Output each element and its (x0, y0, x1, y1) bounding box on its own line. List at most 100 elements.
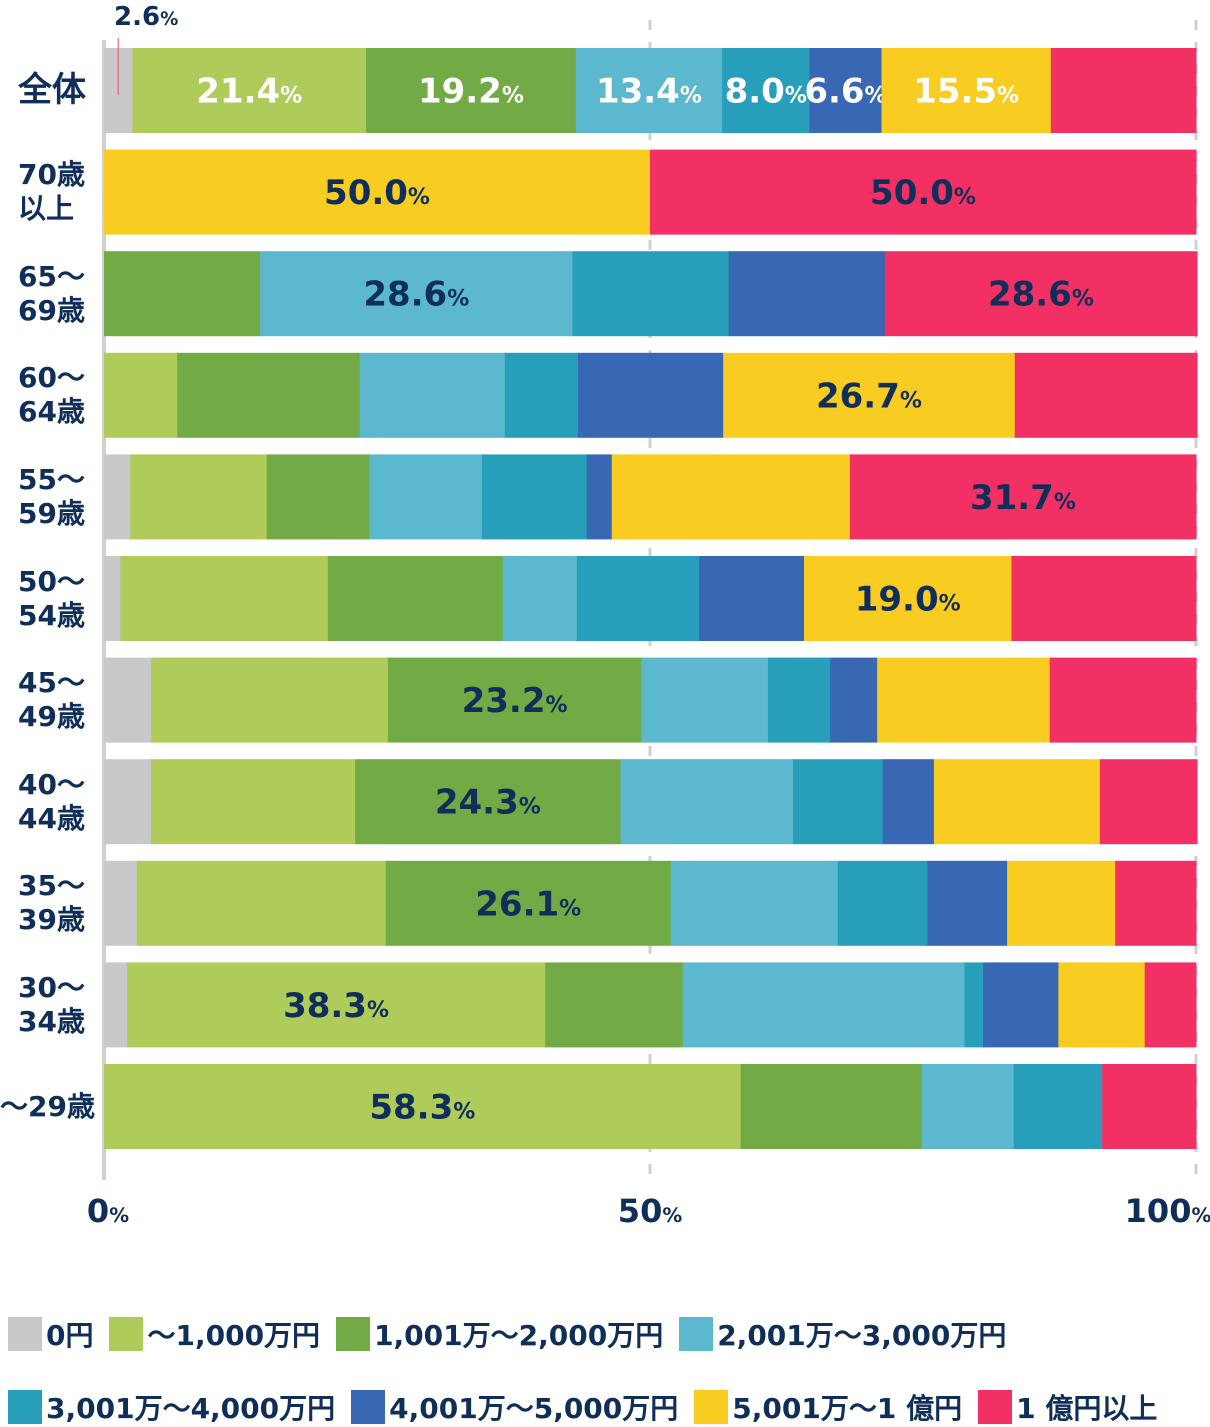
bar-segment (104, 556, 121, 641)
bar-segment (611, 454, 851, 540)
bar-segment (132, 48, 367, 133)
bar-segment (130, 454, 268, 540)
bar-segment (740, 1064, 923, 1149)
bar-segment (136, 860, 387, 946)
bar-segment (641, 657, 769, 743)
x-tick-50: 50% (617, 1192, 683, 1230)
legend-swatch (679, 1317, 714, 1351)
bar-segment (830, 657, 878, 743)
x-tick-100: 100% (1124, 1192, 1210, 1230)
legend-swatch (351, 1390, 386, 1424)
legend-swatch (694, 1390, 729, 1424)
legend-swatch (8, 1317, 42, 1351)
legend-label: 3,001万〜4,000万円 (46, 1392, 336, 1425)
bar-segment (577, 352, 724, 438)
legend-item: 1,001万〜2,000万円 (336, 1314, 663, 1354)
bar-segment (502, 556, 578, 641)
legend-swatch (978, 1390, 1013, 1424)
category-label: 45〜 49歳 (18, 666, 85, 734)
bar-segment (767, 657, 831, 743)
bar-segment (586, 454, 613, 540)
bar-segment (728, 251, 886, 337)
category-label: 全体 (18, 69, 86, 110)
bar-segment (722, 48, 810, 133)
bar-segment (369, 454, 483, 540)
bar-segment (1050, 48, 1197, 133)
bar-segment (1013, 1064, 1103, 1149)
data-label: 23.2% (462, 681, 568, 721)
bar-segment (572, 251, 730, 337)
bar-segment (104, 759, 152, 845)
bar-segment (849, 454, 1197, 540)
bar-segment (104, 149, 651, 235)
bar-segment (1144, 962, 1197, 1048)
legend-swatch (8, 1390, 42, 1424)
bar-segment (927, 860, 1008, 946)
bar-segment (150, 759, 356, 845)
bar-segment (933, 759, 1101, 845)
legend-label: 0円 (46, 1319, 94, 1352)
bar-segment (650, 149, 1197, 235)
legend-label: 2,001万〜3,000万円 (717, 1319, 1007, 1352)
bar-segment (126, 962, 546, 1048)
legend-item: 4,001万〜5,000万円 (351, 1387, 678, 1427)
legend-item: 1 億円以上 (978, 1387, 1157, 1427)
bar-segment (1099, 759, 1198, 845)
data-label: 38.3% (283, 986, 389, 1026)
bar-segment (793, 759, 884, 845)
bar-segment (120, 556, 329, 641)
legend-item: 3,001万〜4,000万円 (8, 1387, 335, 1427)
bar-segment (387, 657, 642, 743)
bar-segment (104, 454, 131, 540)
bar-segment (104, 251, 261, 337)
bar-segment (884, 251, 1198, 337)
bar-segment (504, 352, 579, 438)
bar-segment (260, 251, 573, 337)
category-label: 30〜 34歳 (18, 970, 85, 1038)
category-label: 70歳 以上 (18, 158, 85, 226)
bar-segment (723, 352, 1016, 438)
legend-label: 1 億円以上 (1016, 1392, 1158, 1425)
category-label: 65〜 69歳 (18, 259, 85, 327)
bar-segment (882, 759, 935, 845)
legend-row-2: 3,001万〜4,000万円 4,001万〜5,000万円 5,001万〜1 億… (8, 1387, 1208, 1427)
legend-label: 5,001万〜1 億円 (732, 1392, 963, 1425)
bar-segment (266, 454, 370, 540)
bar-segment (385, 860, 672, 946)
bar-segment (104, 860, 138, 946)
bar-segment (104, 1064, 742, 1149)
category-label: 40〜 44歳 (18, 767, 85, 835)
bar-segment (104, 352, 178, 438)
x-tick-0: 0% (86, 1192, 130, 1230)
bar-segment (1011, 556, 1197, 641)
bar-segment (545, 962, 684, 1048)
legend-swatch (109, 1317, 144, 1351)
bar-segment (1049, 657, 1197, 743)
bar-segment (1058, 962, 1146, 1048)
legend-label: 1,001万〜2,000万円 (374, 1319, 664, 1352)
bar-segment (1007, 860, 1116, 946)
bar-segment (837, 860, 928, 946)
legend-item: 5,001万〜1 億円 (694, 1387, 962, 1427)
bar-segment (670, 860, 839, 946)
legend-swatch (336, 1317, 371, 1351)
bar-segment (177, 352, 361, 438)
bar-segment (327, 556, 504, 641)
legend-label: 4,001万〜5,000万円 (389, 1392, 679, 1425)
bar-segment (983, 962, 1059, 1048)
data-label: 6.6% (804, 72, 886, 112)
bar-segment (1115, 860, 1197, 946)
bar-segment (150, 657, 389, 743)
category-label: 35〜 39歳 (18, 869, 85, 937)
bar-segment (682, 962, 965, 1048)
bar-segment (809, 48, 883, 133)
legend-label: 〜1,000万円 (147, 1319, 321, 1352)
legend-row-1: 0円 〜1,000万円 1,001万〜2,000万円 2,001万〜3,000万… (8, 1314, 1208, 1354)
legend-item: 2,001万〜3,000万円 (679, 1314, 1006, 1354)
bar-segment (481, 454, 588, 540)
bar-segment (881, 48, 1052, 133)
bar-segment (359, 352, 506, 438)
category-label: 〜29歳 (0, 1089, 95, 1123)
bar-segment (366, 48, 577, 133)
